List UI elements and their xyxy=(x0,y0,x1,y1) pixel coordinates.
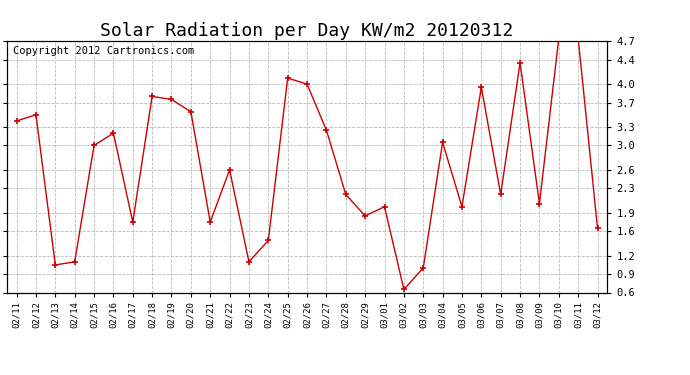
Text: Copyright 2012 Cartronics.com: Copyright 2012 Cartronics.com xyxy=(13,46,194,56)
Title: Solar Radiation per Day KW/m2 20120312: Solar Radiation per Day KW/m2 20120312 xyxy=(101,22,513,40)
